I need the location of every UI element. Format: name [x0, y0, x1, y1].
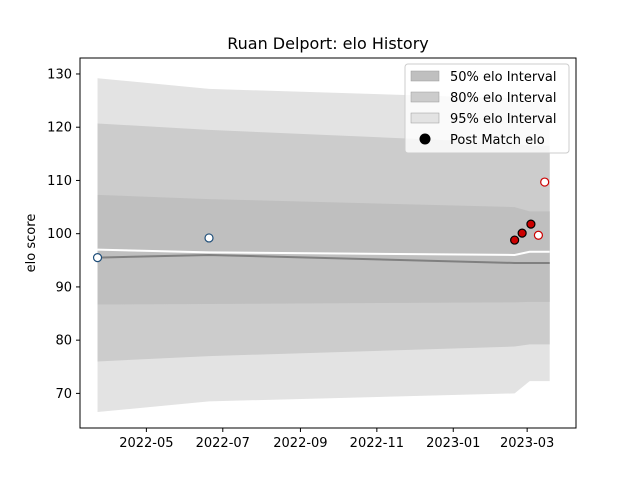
- chart-title: Ruan Delport: elo History: [227, 34, 429, 53]
- data-point-6: [540, 177, 550, 187]
- x-tick-label-5: 2023-03: [500, 436, 554, 451]
- data-point-2: [510, 235, 520, 245]
- legend-label-1: 80% elo Interval: [450, 91, 557, 106]
- y-axis: 70 80 90 100 110 120 130: [47, 67, 80, 402]
- mean-line: [97, 253, 550, 264]
- legend-label-0: 50% elo Interval: [450, 70, 557, 85]
- y-tick-label-3: 100: [47, 227, 72, 242]
- data-point-1: [204, 233, 214, 243]
- plot-frame: [79, 57, 577, 429]
- x-tick-label-0: 2022-05: [119, 436, 173, 451]
- trend-lines: [97, 248, 550, 264]
- legend-box: [404, 63, 570, 154]
- x-tick-label-1: 2022-07: [196, 436, 250, 451]
- legend-swatch-0: [410, 70, 440, 82]
- x-tick-label-4: 2023-01: [426, 436, 480, 451]
- data-point-5: [533, 230, 544, 240]
- post-match-markers: [92, 177, 550, 263]
- legend-swatch-1: [410, 91, 440, 103]
- x-axis: 2022-05 2022-07 2022-09 2022-11 2023-01 2023-…: [119, 428, 554, 451]
- band-50: [97, 194, 550, 305]
- y-tick-label-4: 110: [47, 174, 72, 189]
- x-tick-label-2: 2022-09: [273, 436, 327, 451]
- data-point-0: [92, 253, 103, 263]
- y-tick-label-1: 80: [55, 334, 72, 349]
- x-tick-label-3: 2022-11: [350, 436, 404, 451]
- y-axis-label: elo score: [24, 214, 39, 273]
- y-tick-label-2: 90: [55, 280, 72, 295]
- data-point-3: [517, 228, 527, 238]
- y-tick-label-6: 130: [47, 67, 72, 82]
- plot-area: [92, 78, 550, 413]
- legend: 50% elo Interval 80% elo Interval 95% elo …: [404, 63, 570, 154]
- legend-label-3: Post Match elo: [450, 133, 545, 148]
- y-tick-label-5: 120: [47, 121, 72, 136]
- legend-swatch-2: [410, 112, 440, 124]
- legend-marker-3: [419, 133, 431, 145]
- interval-bands: [97, 78, 550, 413]
- upper-line: [97, 248, 550, 256]
- data-point-4: [526, 219, 536, 229]
- y-tick-label-0: 70: [55, 387, 72, 402]
- legend-label-2: 95% elo Interval: [450, 112, 557, 127]
